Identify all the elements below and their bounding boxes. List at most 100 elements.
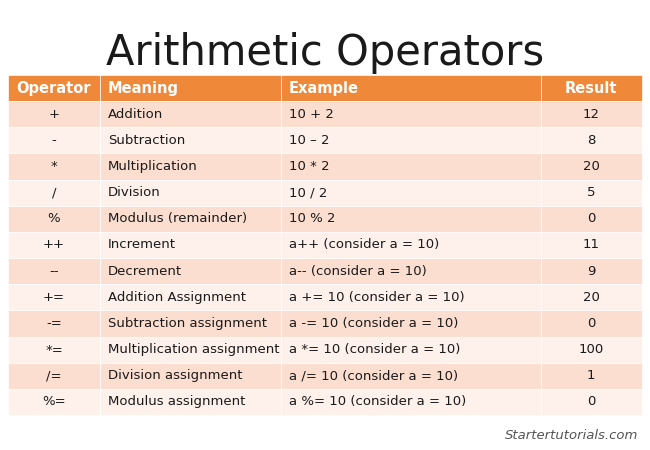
Text: 20: 20 xyxy=(583,291,600,304)
FancyBboxPatch shape xyxy=(8,206,100,232)
FancyBboxPatch shape xyxy=(8,389,100,415)
FancyBboxPatch shape xyxy=(100,389,281,415)
Text: /: / xyxy=(52,186,56,199)
FancyBboxPatch shape xyxy=(8,363,100,389)
Text: 10 / 2: 10 / 2 xyxy=(289,186,327,199)
Text: Startertutorials.com: Startertutorials.com xyxy=(504,429,638,442)
FancyBboxPatch shape xyxy=(100,153,281,180)
FancyBboxPatch shape xyxy=(541,101,642,127)
FancyBboxPatch shape xyxy=(100,127,281,153)
FancyBboxPatch shape xyxy=(281,337,541,363)
FancyBboxPatch shape xyxy=(541,153,642,180)
FancyBboxPatch shape xyxy=(8,153,100,180)
FancyBboxPatch shape xyxy=(8,284,100,310)
Text: %=: %= xyxy=(42,396,66,409)
FancyBboxPatch shape xyxy=(8,101,100,127)
Text: a-- (consider a = 10): a-- (consider a = 10) xyxy=(289,265,426,278)
FancyBboxPatch shape xyxy=(281,232,541,258)
FancyBboxPatch shape xyxy=(541,127,642,153)
FancyBboxPatch shape xyxy=(281,389,541,415)
FancyBboxPatch shape xyxy=(541,337,642,363)
Text: a *= 10 (consider a = 10): a *= 10 (consider a = 10) xyxy=(289,343,460,356)
FancyBboxPatch shape xyxy=(541,363,642,389)
Text: 12: 12 xyxy=(583,108,600,121)
Text: /=: /= xyxy=(46,369,62,382)
FancyBboxPatch shape xyxy=(281,310,541,337)
Text: 20: 20 xyxy=(583,160,600,173)
FancyBboxPatch shape xyxy=(541,75,642,101)
FancyBboxPatch shape xyxy=(100,363,281,389)
FancyBboxPatch shape xyxy=(100,337,281,363)
FancyBboxPatch shape xyxy=(541,232,642,258)
FancyBboxPatch shape xyxy=(8,75,100,101)
FancyBboxPatch shape xyxy=(100,180,281,206)
FancyBboxPatch shape xyxy=(541,180,642,206)
Text: -=: -= xyxy=(46,317,62,330)
FancyBboxPatch shape xyxy=(281,127,541,153)
Text: Operator: Operator xyxy=(17,81,91,95)
Text: Division: Division xyxy=(108,186,161,199)
Text: a += 10 (consider a = 10): a += 10 (consider a = 10) xyxy=(289,291,464,304)
Text: 8: 8 xyxy=(587,134,595,147)
Text: a %= 10 (consider a = 10): a %= 10 (consider a = 10) xyxy=(289,396,466,409)
FancyBboxPatch shape xyxy=(8,232,100,258)
FancyBboxPatch shape xyxy=(100,310,281,337)
Text: Result: Result xyxy=(565,81,618,95)
Text: *: * xyxy=(51,160,57,173)
Text: 0: 0 xyxy=(587,317,595,330)
Text: 0: 0 xyxy=(587,396,595,409)
FancyBboxPatch shape xyxy=(541,389,642,415)
Text: a -= 10 (consider a = 10): a -= 10 (consider a = 10) xyxy=(289,317,458,330)
Text: +=: += xyxy=(43,291,65,304)
Text: Modulus assignment: Modulus assignment xyxy=(108,396,245,409)
FancyBboxPatch shape xyxy=(281,101,541,127)
FancyBboxPatch shape xyxy=(100,232,281,258)
Text: 1: 1 xyxy=(587,369,595,382)
Text: Subtraction assignment: Subtraction assignment xyxy=(108,317,267,330)
Text: 5: 5 xyxy=(587,186,595,199)
Text: 10 % 2: 10 % 2 xyxy=(289,212,335,225)
Text: a++ (consider a = 10): a++ (consider a = 10) xyxy=(289,238,439,252)
Text: Decrement: Decrement xyxy=(108,265,182,278)
Text: Meaning: Meaning xyxy=(108,81,179,95)
Text: -: - xyxy=(51,134,57,147)
Text: 9: 9 xyxy=(587,265,595,278)
FancyBboxPatch shape xyxy=(281,75,541,101)
Text: Increment: Increment xyxy=(108,238,176,252)
FancyBboxPatch shape xyxy=(100,206,281,232)
Text: Example: Example xyxy=(289,81,359,95)
FancyBboxPatch shape xyxy=(281,180,541,206)
Text: *=: *= xyxy=(45,343,63,356)
Text: Multiplication assignment: Multiplication assignment xyxy=(108,343,280,356)
Text: +: + xyxy=(49,108,59,121)
FancyBboxPatch shape xyxy=(281,153,541,180)
FancyBboxPatch shape xyxy=(8,310,100,337)
FancyBboxPatch shape xyxy=(281,258,541,284)
FancyBboxPatch shape xyxy=(541,206,642,232)
FancyBboxPatch shape xyxy=(8,337,100,363)
Text: 0: 0 xyxy=(587,212,595,225)
Text: %: % xyxy=(47,212,60,225)
Text: ++: ++ xyxy=(43,238,65,252)
Text: Multiplication: Multiplication xyxy=(108,160,198,173)
FancyBboxPatch shape xyxy=(100,75,281,101)
Text: Arithmetic Operators: Arithmetic Operators xyxy=(106,32,544,74)
Text: 100: 100 xyxy=(578,343,604,356)
Text: 10 + 2: 10 + 2 xyxy=(289,108,333,121)
Text: Addition: Addition xyxy=(108,108,163,121)
Text: a /= 10 (consider a = 10): a /= 10 (consider a = 10) xyxy=(289,369,458,382)
Text: 11: 11 xyxy=(583,238,600,252)
FancyBboxPatch shape xyxy=(281,363,541,389)
FancyBboxPatch shape xyxy=(281,284,541,310)
FancyBboxPatch shape xyxy=(8,180,100,206)
FancyBboxPatch shape xyxy=(541,310,642,337)
FancyBboxPatch shape xyxy=(8,258,100,284)
Text: Modulus (remainder): Modulus (remainder) xyxy=(108,212,247,225)
FancyBboxPatch shape xyxy=(541,258,642,284)
FancyBboxPatch shape xyxy=(100,284,281,310)
FancyBboxPatch shape xyxy=(8,127,100,153)
Text: Subtraction: Subtraction xyxy=(108,134,185,147)
FancyBboxPatch shape xyxy=(541,284,642,310)
FancyBboxPatch shape xyxy=(100,101,281,127)
Text: 10 – 2: 10 – 2 xyxy=(289,134,329,147)
